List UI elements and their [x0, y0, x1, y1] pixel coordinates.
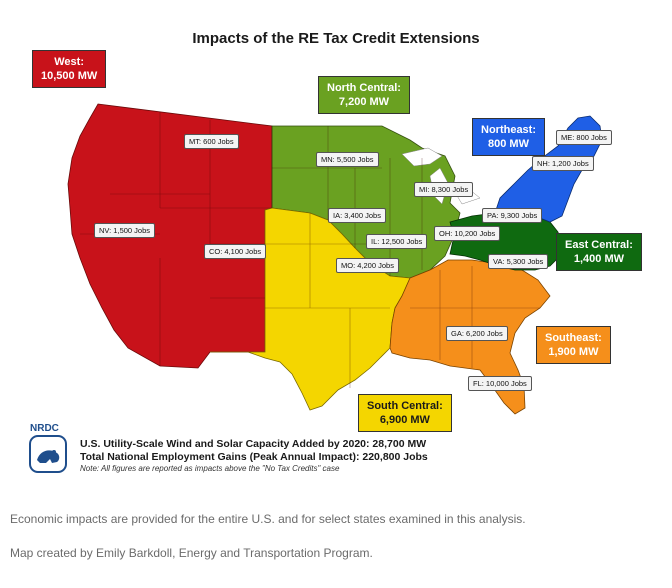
region-label-south-central: South Central: 6,900 MW [358, 394, 452, 432]
totals-block: U.S. Utility-Scale Wind and Solar Capaci… [80, 438, 428, 473]
jobs-label-nh: NH: 1,200 Jobs [532, 156, 594, 171]
jobs-label-fl: FL: 10,000 Jobs [468, 376, 532, 391]
jobs-label-mo: MO: 4,200 Jobs [336, 258, 399, 273]
region-name: Northeast: [481, 124, 537, 136]
jobs-label-ga: GA: 6,200 Jobs [446, 326, 508, 341]
note-text: Note: All figures are reported as impact… [80, 464, 340, 473]
region-value: 1,900 MW [548, 346, 599, 358]
state-borders [80, 112, 540, 388]
region-label-west: West: 10,500 MW [32, 50, 107, 88]
jobs-label-co: CO: 4,100 Jobs [204, 244, 267, 259]
jobs-label-mt: MT: 600 Jobs [184, 134, 239, 149]
jobs-label-me: ME: 800 Jobs [556, 130, 612, 145]
logo-text: NRDC [30, 423, 59, 434]
region-value: 1,400 MW [573, 253, 624, 265]
region-value: 7,200 MW [338, 96, 390, 108]
jobs-label-nv: NV: 1,500 Jobs [94, 223, 156, 238]
region-label-east-central: East Central: 1,400 MW [556, 233, 642, 271]
region-label-southeast: Southeast: 1,900 MW [536, 326, 611, 364]
jobs-label-oh: OH: 10,200 Jobs [434, 226, 501, 241]
region-value: 10,500 MW [41, 70, 98, 82]
caption-line-1: Economic impacts are provided for the en… [10, 512, 526, 526]
region-name: North Central: [327, 82, 401, 94]
jobs-label-mn: MN: 5,500 Jobs [316, 152, 379, 167]
jobs-label-mi: MI: 8,300 Jobs [414, 182, 474, 197]
jobs-label-ia: IA: 3,400 Jobs [328, 208, 386, 223]
region-name: East Central: [565, 239, 633, 251]
region-value: 800 MW [488, 138, 529, 150]
employment-total: Total National Employment Gains (Peak An… [80, 451, 428, 463]
region-label-north-central: North Central: 7,200 MW [318, 76, 410, 114]
region-label-northeast: Northeast: 800 MW [472, 118, 546, 156]
nrdc-logo: NRDC [28, 423, 74, 479]
region-value: 6,900 MW [379, 414, 430, 426]
region-name: West: [54, 56, 84, 68]
map-title: Impacts of the RE Tax Credit Extensions [192, 30, 480, 47]
jobs-label-pa: PA: 9,300 Jobs [482, 208, 543, 223]
region-name: Southeast: [545, 332, 602, 344]
map-figure: Impacts of the RE Tax Credit Extensions … [10, 8, 662, 495]
capacity-total: U.S. Utility-Scale Wind and Solar Capaci… [80, 438, 427, 450]
region-name: South Central: [367, 400, 443, 412]
jobs-label-va: VA: 5,300 Jobs [488, 254, 549, 269]
caption-line-2: Map created by Emily Barkdoll, Energy an… [10, 546, 373, 560]
bear-icon [29, 435, 67, 473]
jobs-label-il: IL: 12,500 Jobs [366, 234, 428, 249]
